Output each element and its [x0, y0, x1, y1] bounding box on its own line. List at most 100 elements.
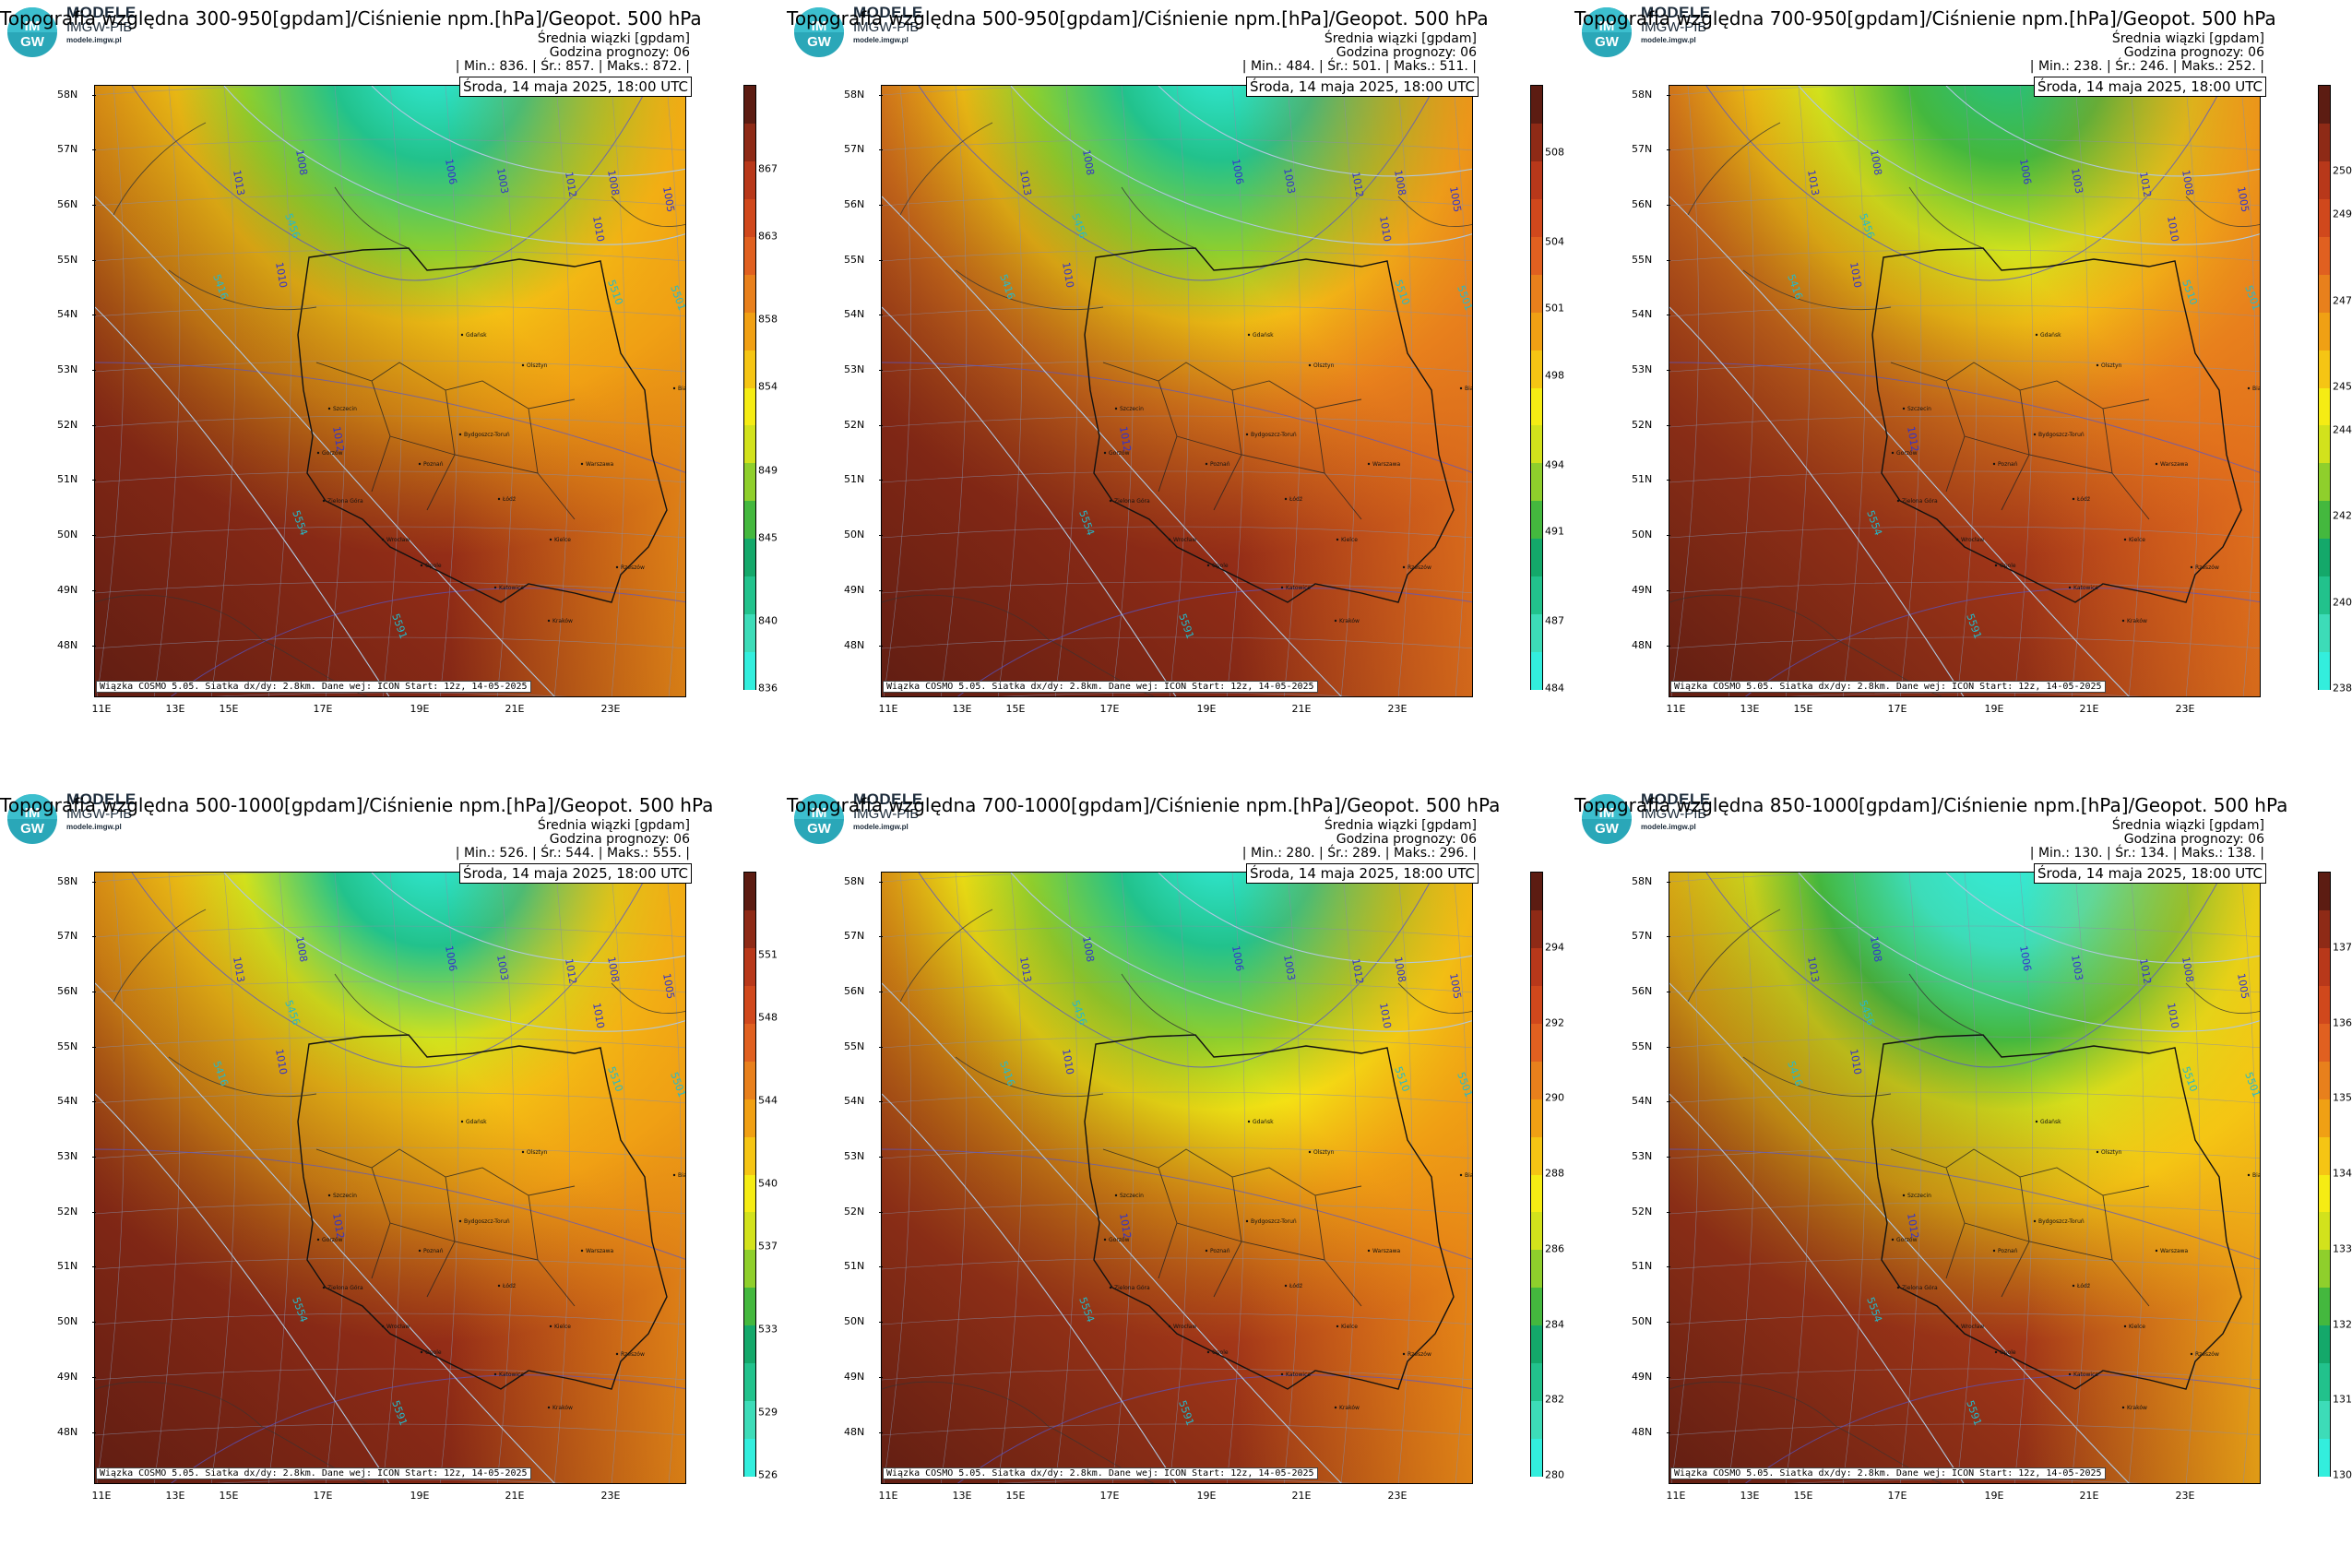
colorbar-tick-label: 242 [2333, 509, 2352, 522]
longitude-tick-label: 23E [600, 703, 621, 715]
brand-url: modele.imgw.pl [1641, 823, 1696, 831]
chart-panel-p5: IM GW MODELE IMGW-PIB modele.imgw.pl Topogr… [787, 787, 1564, 1562]
city-label: Opole [425, 563, 442, 569]
latitude-tick-label: 56N [1632, 198, 1671, 210]
longitude-tick-label: 23E [2175, 703, 2195, 715]
colorbar-segment [744, 613, 755, 652]
city-label: Zielona Góra [327, 498, 363, 505]
longitude-tick-label: 11E [91, 1490, 112, 1502]
colorbar-segment [1531, 909, 1542, 949]
colorbar-tick-label: 845 [758, 531, 778, 543]
city-label: Poznań [423, 461, 444, 468]
city-label: Bydgoszcz-Toruń [1251, 1218, 1297, 1225]
latitude-tick-label: 49N [57, 1371, 97, 1383]
imgw-logo-icon: IM GW [6, 6, 59, 59]
city-label: Kielce [2129, 537, 2145, 543]
latitude-tick-label: 51N [1632, 1260, 1671, 1272]
colorbar-tick-label: 290 [1545, 1091, 1564, 1104]
svg-text:IM: IM [1599, 18, 1615, 34]
chart-subtitle: Średnia wiązki [gpdam] [537, 31, 690, 46]
colorbar-segment [1531, 312, 1542, 350]
latitude-tick-label: 58N [1632, 875, 1671, 887]
colorbar-segment [1531, 538, 1542, 576]
city-label: Kraków [552, 618, 573, 624]
colorbar-tick-label: 136 [2333, 1016, 2352, 1028]
latitude-tick-label: 54N [1632, 308, 1671, 320]
colorbar-tick-label: 849 [758, 464, 778, 477]
latitude-tick-label: 52N [1632, 1206, 1671, 1218]
colorbar-tick-label: 840 [758, 614, 778, 627]
latitude-tick-label: 50N [844, 529, 884, 540]
city-label: Zielona Góra [327, 1285, 363, 1291]
brand-line1: MODELE [1641, 4, 1711, 21]
colorbar-segment [1531, 123, 1542, 162]
isobar-label: 1013 [1805, 956, 1822, 983]
colorbar-segment [2319, 160, 2330, 200]
imgw-logo-icon: IM GW [792, 792, 846, 846]
colorbar-segment [1531, 1249, 1542, 1289]
svg-text:GW: GW [807, 34, 832, 50]
longitude-tick-label: 17E [1887, 703, 1907, 715]
latitude-tick-label: 51N [1632, 473, 1671, 485]
svg-text:IM: IM [812, 18, 827, 34]
colorbar-tick-label: 526 [758, 1468, 778, 1481]
colorbar-segment [2319, 350, 2330, 388]
isobar-label: 1013 [1805, 169, 1822, 196]
isobar-label: 1005 [1447, 185, 1464, 213]
city-label: Łódź [1289, 496, 1302, 503]
longitude-tick-label: 17E [1887, 1490, 1907, 1502]
colorbar-segment [744, 86, 755, 125]
city-label: Gdańsk [466, 332, 487, 339]
longitude-tick-label: 17E [1099, 703, 1120, 715]
isobar-label: 1012 [1349, 957, 1366, 985]
isobar-label: 1010 [1377, 215, 1394, 243]
city-label: Olsztyn [527, 1149, 548, 1156]
colorbar-tick-label: 280 [1545, 1468, 1564, 1481]
city-label: Olsztyn [2101, 1149, 2122, 1156]
imgw-logo-icon: IM GW [1580, 792, 1633, 846]
isobar-label: 1003 [494, 954, 511, 981]
colorbar-segment [1531, 1061, 1542, 1099]
colorbar-tick-label: 282 [1545, 1393, 1564, 1406]
longitude-tick-label: 21E [1291, 1490, 1312, 1502]
valid-date: Środa, 14 maja 2025, 18:00 UTC [2033, 77, 2266, 97]
longitude-tick-label: 17E [1099, 1490, 1120, 1502]
latitude-tick-label: 48N [844, 639, 884, 651]
colorbar-segment [2319, 236, 2330, 275]
city-label: Gorzów [1109, 450, 1130, 457]
city-label: Bydgoszcz-Toruń [2038, 1218, 2085, 1225]
latitude-tick-label: 53N [844, 363, 884, 375]
city-label: Kielce [1341, 537, 1358, 543]
city-label: Kraków [1339, 618, 1360, 624]
colorbar [2318, 85, 2331, 690]
colorbar-segment [1531, 160, 1542, 200]
colorbar-tick-label: 294 [1545, 941, 1564, 954]
longitude-tick-label: 23E [2175, 1490, 2195, 1502]
colorbar-segment [1531, 350, 1542, 388]
city-label: Łódź [2076, 496, 2090, 503]
longitude-tick-label: 21E [505, 703, 525, 715]
isobar-label: 1008 [293, 935, 310, 963]
colorbar-segment [744, 500, 755, 539]
colorbar-segment [744, 462, 755, 502]
colorbar-segment [1531, 576, 1542, 614]
colorbar-segment [744, 651, 755, 690]
colorbar-tick-label: 836 [758, 682, 778, 695]
forecast-hour: Godzina prognozy: 06 [2123, 832, 2264, 847]
latitude-tick-label: 50N [844, 1315, 884, 1327]
colorbar [1530, 872, 1543, 1477]
colorbar-segment [744, 1400, 755, 1439]
isobar-label: 1003 [494, 167, 511, 195]
isobar-label: 1006 [2017, 944, 2034, 972]
colorbar-segment [744, 198, 755, 237]
colorbar-tick-label: 537 [758, 1240, 778, 1253]
latitude-tick-label: 50N [1632, 1315, 1671, 1327]
city-label: Bydgoszcz-Toruń [464, 1218, 510, 1225]
forecast-hour: Godzina prognozy: 06 [549, 832, 690, 847]
map-area: Gdańsk Olsztyn Szczecin Białystok Bydgoszcz-… [881, 85, 1473, 697]
isobar-label: 1010 [1060, 1048, 1076, 1075]
colorbar-segment [744, 1362, 755, 1401]
latitude-tick-label: 51N [844, 473, 884, 485]
longitude-tick-label: 13E [952, 1490, 972, 1502]
city-label: Olsztyn [527, 362, 548, 369]
